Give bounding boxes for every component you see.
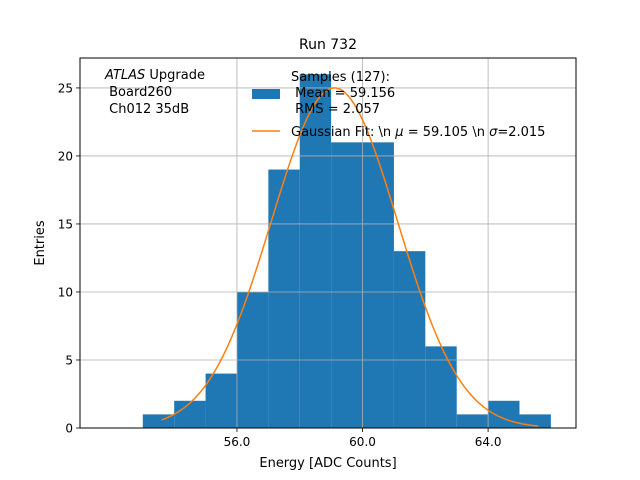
legend-fit-sigma-value: =2.015 [497, 125, 545, 140]
board-label: Board260 [105, 85, 172, 100]
histogram-bar [268, 169, 300, 428]
plot-frame [79, 57, 577, 429]
y-tick-label: 15 [58, 217, 73, 231]
legend-fit-label: Gaussian Fit: \n μ = 59.105 \n σ=2.015 [291, 125, 545, 140]
y-tick-label: 25 [58, 81, 73, 95]
legend-fit-sigma-symbol: σ [489, 125, 498, 140]
x-tick-label: 64.0 [475, 435, 502, 449]
legend-hist-swatch [252, 89, 280, 99]
y-tick-label: 20 [58, 149, 73, 163]
legend-fit-mu-value: = 59.105 \n [404, 125, 490, 140]
histogram-bar [331, 142, 363, 428]
x-axis-label: Energy [ADC Counts] [259, 456, 396, 471]
channel-label: Ch012 35dB [105, 102, 189, 117]
y-axis-ticks: 0 5 10 15 20 25 [58, 81, 80, 436]
legend-fit-mu-symbol: μ [394, 125, 403, 140]
y-tick-label: 10 [58, 285, 73, 299]
histogram-bar [362, 142, 394, 428]
legend-rms: RMS = 2.057 [291, 102, 380, 117]
y-tick-label: 0 [65, 422, 73, 436]
gaussian-fit-line [161, 87, 539, 427]
gaussian-fit-curve [161, 87, 539, 427]
legend-fit-prefix: Gaussian Fit: \n [291, 125, 395, 140]
chart-title: Run 732 [299, 37, 357, 53]
plot-area [79, 57, 577, 429]
legend-samples-title: Samples (127): [291, 70, 390, 85]
legend: Samples (127): Mean = 59.156 RMS = 2.057… [252, 70, 545, 140]
histogram-bar [174, 400, 206, 428]
y-tick-label: 5 [65, 353, 73, 367]
atlas-annotation: ATLAS Upgrade Board260 Ch012 35dB [104, 68, 205, 117]
legend-mean: Mean = 59.156 [291, 86, 395, 101]
atlas-upgrade-label: Upgrade [145, 68, 205, 83]
atlas-italic-label: ATLAS [104, 68, 145, 83]
histogram-bar [425, 346, 457, 428]
histogram-bar [299, 74, 332, 428]
histogram-bar [488, 400, 520, 428]
histogram-bar [205, 373, 237, 428]
y-axis-label: Entries [33, 220, 48, 266]
x-axis-ticks: 56.0 60.0 64.0 [224, 428, 502, 449]
x-tick-label: 60.0 [349, 435, 376, 449]
histogram-bar [456, 414, 489, 428]
histogram-bar [393, 251, 426, 428]
x-tick-label: 56.0 [224, 435, 251, 449]
svg-text:ATLAS Upgrade: ATLAS Upgrade [104, 68, 205, 83]
